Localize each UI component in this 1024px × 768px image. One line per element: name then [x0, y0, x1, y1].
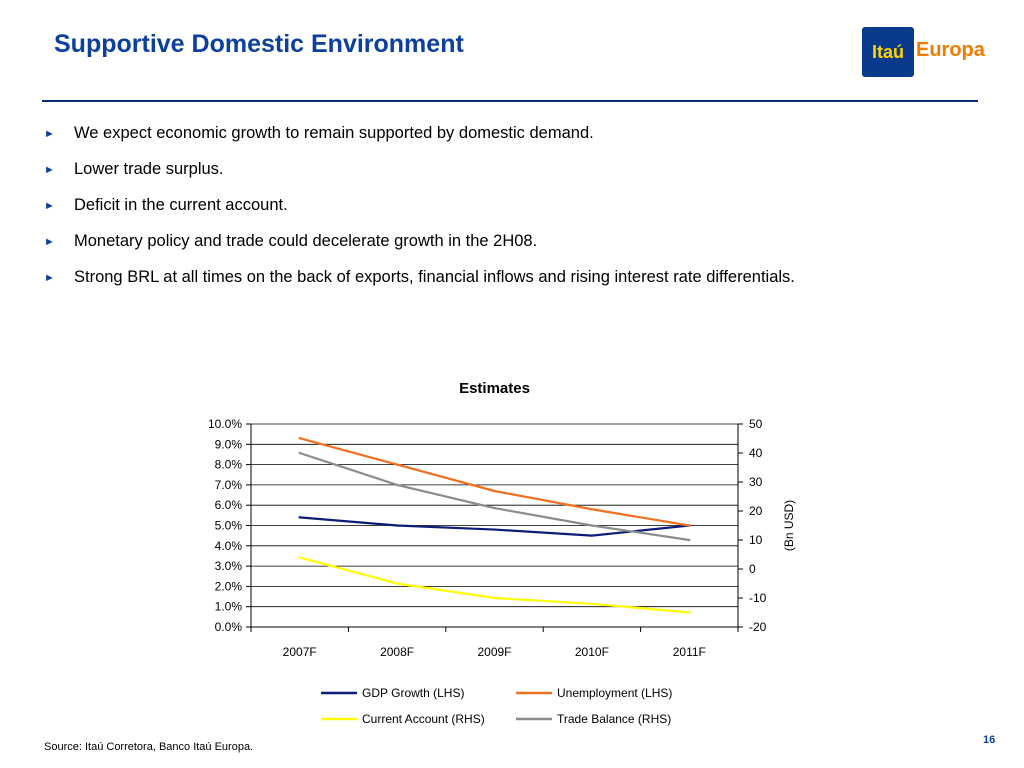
x-axis-tick-label: 2009F	[477, 645, 511, 659]
series-point	[493, 489, 496, 493]
series-point	[688, 611, 691, 614]
right-axis-tick-label: 0	[749, 562, 756, 576]
left-axis-tick-label: 4.0%	[215, 539, 243, 553]
series-line	[299, 437, 690, 527]
logo-secondary-text: Europa	[916, 39, 985, 61]
series-point	[298, 451, 301, 455]
source-note: Source: Itaú Corretora, Banco Itaú Europ…	[44, 741, 254, 753]
triangle-bullet-icon: ►	[44, 164, 55, 176]
series-point	[590, 534, 594, 537]
right-axis-tick-label: 10	[749, 533, 763, 547]
chart-title: Estimates	[459, 380, 530, 397]
legend-label: Trade Balance (RHS)	[557, 712, 671, 726]
left-axis-tick-label: 7.0%	[215, 478, 243, 492]
triangle-bullet-icon: ►	[44, 236, 55, 248]
series-point	[688, 524, 691, 527]
series-point	[298, 556, 301, 559]
company-logo: Itaú Europa	[862, 27, 985, 77]
series-line	[299, 451, 690, 542]
page-number: 16	[983, 734, 996, 746]
bullet-item: ► We expect economic growth to remain sup…	[44, 124, 795, 160]
series-point	[590, 524, 594, 527]
right-axis-label: (Bn USD)	[782, 500, 796, 551]
left-axis-tick-label: 2.0%	[215, 579, 243, 593]
left-axis-tick-label: 9.0%	[215, 437, 243, 451]
series-point	[590, 602, 594, 605]
right-axis-tick-label: 30	[749, 475, 763, 489]
left-axis-tick-label: 10.0%	[208, 417, 242, 431]
series-point	[493, 506, 496, 510]
series-line	[299, 556, 690, 614]
triangle-bullet-icon: ►	[44, 272, 55, 284]
right-axis-tick-label: -20	[749, 620, 767, 634]
triangle-bullet-icon: ►	[44, 128, 55, 140]
series-point	[395, 463, 399, 466]
bullet-list: ► We expect economic growth to remain sup…	[44, 124, 795, 304]
bullet-text: We expect economic growth to remain supp…	[74, 124, 594, 142]
logo-badge: Itaú	[862, 27, 914, 77]
x-axis-tick-label: 2008F	[380, 645, 414, 659]
series-point	[493, 596, 496, 600]
bullet-text: Monetary policy and trade could decelera…	[74, 232, 538, 250]
bullet-item: ► Deficit in the current account.	[44, 196, 795, 232]
bullet-item: ► Monetary policy and trade could deceler…	[44, 232, 795, 268]
series-point	[395, 582, 399, 585]
right-axis-tick-label: -10	[749, 591, 767, 605]
right-axis-tick-label: 40	[749, 446, 763, 460]
slide-title: Supportive Domestic Environment	[54, 30, 464, 58]
left-axis-tick-label: 6.0%	[215, 498, 243, 512]
left-axis-tick-label: 0.0%	[215, 620, 243, 634]
bullet-text: Lower trade surplus.	[74, 160, 224, 178]
x-axis-tick-label: 2010F	[575, 645, 609, 659]
bullet-text: Strong BRL at all times on the back of e…	[74, 268, 795, 286]
series-line	[299, 516, 690, 537]
legend-label: Current Account (RHS)	[362, 712, 485, 726]
series-point	[298, 516, 301, 519]
legend-label: Unemployment (LHS)	[557, 686, 672, 700]
series-point	[688, 538, 691, 542]
series-point	[493, 528, 496, 531]
left-axis-tick-label: 8.0%	[215, 458, 243, 472]
left-axis-tick-label: 5.0%	[215, 519, 243, 533]
bullet-text: Deficit in the current account.	[74, 196, 288, 214]
logo-primary-text: Itaú	[871, 41, 904, 62]
left-axis-tick-label: 3.0%	[215, 559, 243, 573]
bullet-item: ► Lower trade surplus.	[44, 160, 795, 196]
triangle-bullet-icon: ►	[44, 200, 55, 212]
series-point	[298, 437, 301, 440]
series-point	[395, 524, 399, 527]
series-point	[590, 508, 594, 511]
x-axis-tick-label: 2011F	[673, 645, 706, 659]
bullet-item: ► Strong BRL at all times on the back of …	[44, 268, 795, 304]
left-axis-tick-label: 1.0%	[215, 600, 243, 614]
right-axis-tick-label: 50	[749, 417, 763, 431]
series-point	[395, 483, 399, 487]
legend-label: GDP Growth (LHS)	[362, 686, 464, 700]
right-axis-tick-label: 20	[749, 504, 763, 518]
x-axis-tick-label: 2007F	[283, 645, 317, 659]
title-divider	[42, 100, 978, 102]
